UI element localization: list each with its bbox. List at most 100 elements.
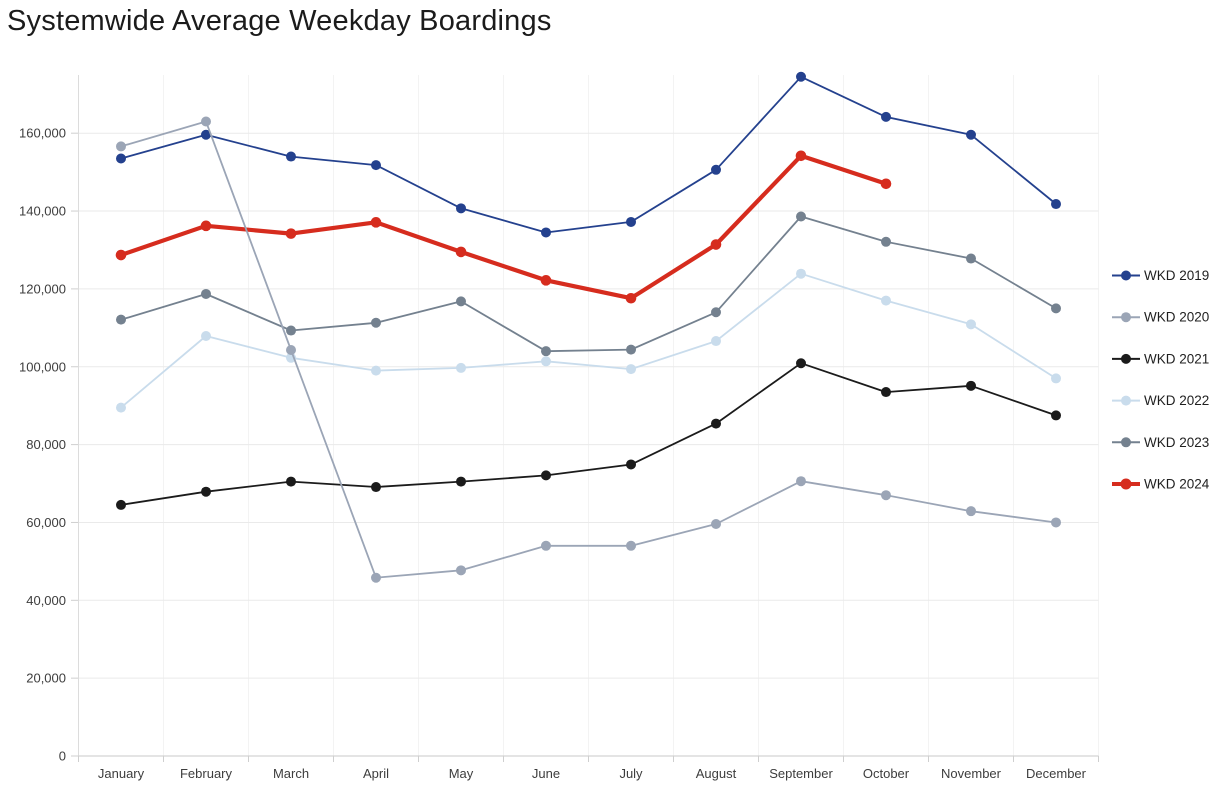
- data-point[interactable]: [371, 572, 381, 583]
- series-wkd-2019: [116, 71, 1061, 238]
- series-line-wkd-2020: [120, 120, 1057, 579]
- legend-item-wkd-2021[interactable]: WKD 2021: [1112, 351, 1209, 366]
- data-point[interactable]: [1051, 199, 1061, 210]
- data-point[interactable]: [966, 380, 976, 391]
- data-point[interactable]: [1051, 410, 1061, 421]
- data-point[interactable]: [200, 220, 212, 232]
- data-point[interactable]: [880, 178, 892, 190]
- x-tick-label: May: [449, 766, 474, 781]
- legend-item-wkd-2022[interactable]: WKD 2022: [1112, 393, 1209, 408]
- data-point[interactable]: [456, 203, 466, 214]
- data-point[interactable]: [286, 476, 296, 487]
- data-point[interactable]: [371, 160, 381, 171]
- data-point[interactable]: [966, 253, 976, 264]
- x-tick-label: January: [98, 766, 145, 781]
- legend-item-wkd-2020[interactable]: WKD 2020: [1112, 310, 1209, 325]
- x-tick-label: April: [363, 766, 389, 781]
- data-point[interactable]: [966, 319, 976, 330]
- data-point[interactable]: [201, 116, 211, 127]
- data-point[interactable]: [795, 150, 807, 162]
- data-point[interactable]: [201, 330, 211, 341]
- data-point[interactable]: [881, 490, 891, 501]
- data-point[interactable]: [201, 486, 211, 497]
- y-tick-label: 100,000: [19, 359, 66, 374]
- y-tick-label: 60,000: [26, 515, 66, 530]
- data-point[interactable]: [115, 249, 127, 261]
- data-point[interactable]: [796, 476, 806, 487]
- x-tick-label: September: [769, 766, 833, 781]
- data-point[interactable]: [626, 364, 636, 375]
- legend-item-wkd-2019[interactable]: WKD 2019: [1112, 268, 1209, 283]
- data-point[interactable]: [456, 476, 466, 487]
- data-point[interactable]: [796, 211, 806, 222]
- data-point[interactable]: [1051, 373, 1061, 384]
- data-point[interactable]: [285, 228, 297, 239]
- series-wkd-2024: [115, 150, 892, 304]
- legend-item-wkd-2024[interactable]: WKD 2024: [1112, 477, 1210, 492]
- data-point[interactable]: [881, 387, 891, 398]
- data-point[interactable]: [370, 217, 382, 228]
- data-point[interactable]: [456, 565, 466, 576]
- x-axis-labels: January February March April May June July Augu…: [98, 766, 1087, 781]
- data-point[interactable]: [371, 365, 381, 376]
- legend-marker-dot: [1120, 478, 1132, 490]
- data-point[interactable]: [711, 519, 721, 530]
- data-point[interactable]: [881, 236, 891, 247]
- data-point[interactable]: [286, 345, 296, 356]
- data-point[interactable]: [116, 499, 126, 510]
- y-tick-label: 140,000: [19, 204, 66, 219]
- data-point[interactable]: [626, 459, 636, 470]
- data-point[interactable]: [540, 275, 552, 286]
- data-point[interactable]: [541, 470, 551, 481]
- series-line-wkd-2021: [120, 362, 1057, 506]
- series-layer: [115, 71, 1061, 583]
- legend-label: WKD 2021: [1144, 351, 1209, 366]
- data-point[interactable]: [541, 346, 551, 357]
- x-tick-label: July: [619, 766, 643, 781]
- data-point[interactable]: [371, 482, 381, 493]
- data-point[interactable]: [455, 246, 467, 258]
- data-point[interactable]: [626, 216, 636, 227]
- data-point[interactable]: [966, 129, 976, 140]
- data-point[interactable]: [711, 307, 721, 318]
- data-point[interactable]: [116, 153, 126, 164]
- data-point[interactable]: [116, 402, 126, 413]
- data-point[interactable]: [711, 418, 721, 429]
- data-point[interactable]: [541, 227, 551, 238]
- chart-title: Systemwide Average Weekday Boardings: [7, 5, 552, 37]
- data-point[interactable]: [456, 362, 466, 373]
- data-point[interactable]: [796, 71, 806, 82]
- data-point[interactable]: [116, 141, 126, 152]
- data-point[interactable]: [541, 540, 551, 551]
- data-point[interactable]: [116, 314, 126, 325]
- data-point[interactable]: [626, 344, 636, 355]
- data-point[interactable]: [796, 268, 806, 279]
- data-point[interactable]: [711, 336, 721, 347]
- legend: WKD 2019 WKD 2020 WKD 2021 WKD 2022 WKD 2023…: [1112, 268, 1210, 492]
- legend-item-wkd-2023[interactable]: WKD 2023: [1112, 435, 1209, 450]
- data-point[interactable]: [541, 356, 551, 367]
- legend-label: WKD 2019: [1144, 268, 1209, 283]
- legend-marker-dot: [1121, 353, 1131, 364]
- data-point[interactable]: [796, 358, 806, 369]
- data-point[interactable]: [286, 325, 296, 336]
- data-point[interactable]: [1051, 303, 1061, 314]
- data-point[interactable]: [711, 164, 721, 175]
- series-wkd-2020: [116, 116, 1061, 583]
- data-point[interactable]: [201, 129, 211, 140]
- x-tick-label: October: [863, 766, 910, 781]
- series-line-wkd-2023: [120, 215, 1057, 353]
- data-point[interactable]: [286, 151, 296, 162]
- data-point[interactable]: [710, 239, 722, 250]
- data-point[interactable]: [625, 292, 637, 304]
- data-point[interactable]: [626, 540, 636, 551]
- data-point[interactable]: [371, 317, 381, 328]
- data-point[interactable]: [201, 288, 211, 299]
- y-tick-label: 40,000: [26, 593, 66, 608]
- data-point[interactable]: [456, 296, 466, 307]
- data-point[interactable]: [966, 506, 976, 517]
- data-point[interactable]: [1051, 517, 1061, 528]
- data-point[interactable]: [881, 111, 891, 122]
- data-point[interactable]: [881, 295, 891, 306]
- legend-marker-dot: [1121, 312, 1131, 323]
